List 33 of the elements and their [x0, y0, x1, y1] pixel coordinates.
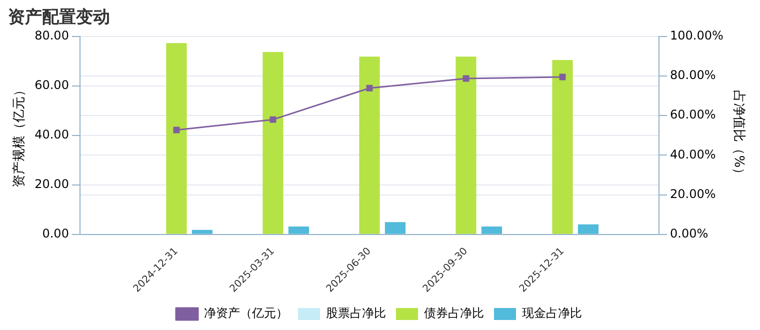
y-tick-label: 80.00: [34, 28, 69, 43]
point: [270, 116, 276, 123]
bar: [166, 43, 187, 234]
y-tick-label: 60.00: [34, 78, 69, 92]
y2-tick-label: 0.00%: [670, 226, 708, 241]
bar: [384, 222, 406, 234]
y2-tick-label: 60.00%: [670, 108, 716, 122]
bar: [359, 56, 380, 234]
y2-tick-label: 40.00%: [670, 147, 716, 162]
bar: [578, 224, 599, 234]
y2-tick-label: 100.00%: [670, 28, 724, 43]
y2-tick-label: 80.00%: [670, 68, 716, 82]
y-tick-label: 0.00: [42, 226, 69, 241]
point: [462, 75, 470, 82]
legend-label: 债券占净比: [424, 306, 484, 320]
legend-label: 股票占净比: [326, 306, 386, 320]
y-axis-title: 资产规模（亿元）: [12, 83, 28, 188]
y2-axis-title: 占净值比（%）: [730, 90, 746, 181]
point: [366, 84, 373, 92]
legend-label: 现金占净比: [522, 306, 582, 320]
bar: [192, 230, 212, 234]
y-tick-label: 20.00: [34, 177, 69, 192]
point: [173, 126, 180, 134]
y-tick-label: 40.00: [34, 128, 69, 142]
bar: [481, 226, 502, 234]
legend-label: 净资产（亿元）: [204, 306, 288, 320]
y2-tick-label: 20.00%: [670, 186, 716, 201]
point: [559, 74, 566, 80]
bar: [456, 56, 476, 234]
chart-title: 资产配置变动: [8, 8, 110, 28]
bar: [552, 60, 573, 234]
bar: [288, 226, 310, 234]
bar: [262, 52, 284, 234]
